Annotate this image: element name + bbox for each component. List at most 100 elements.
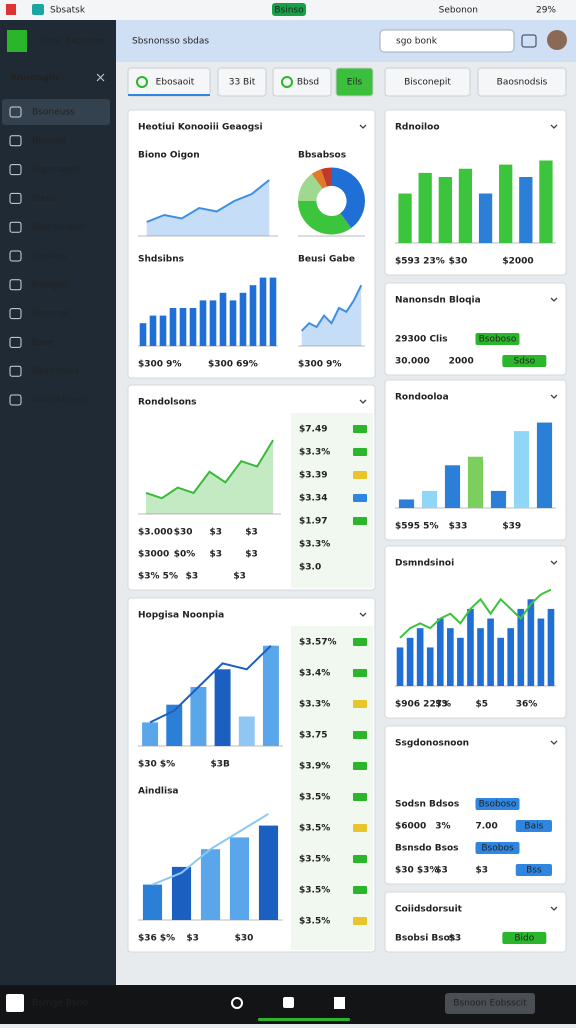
bar: [519, 177, 533, 243]
badge-label[interactable]: Bido: [514, 934, 534, 944]
nav-item[interactable]: Bsmgeit: [32, 280, 69, 290]
tab-label[interactable]: 33 Bit: [229, 78, 256, 88]
card-title: Coiidsdorsuit: [395, 905, 463, 915]
bar: [139, 323, 147, 346]
nav-item[interactable]: Bsoneuss: [32, 108, 75, 118]
label: $3.39: [299, 471, 327, 481]
nav-icon[interactable]: [9, 164, 22, 176]
bar: [426, 647, 434, 686]
badge-label[interactable]: Bsoboso: [479, 800, 517, 810]
badge[interactable]: [475, 842, 520, 854]
card: [384, 282, 567, 376]
tab-label[interactable]: Eils: [347, 78, 363, 88]
badge-label[interactable]: Bsobos: [481, 844, 514, 854]
chevron[interactable]: [359, 399, 367, 404]
bar: [421, 490, 438, 508]
badge[interactable]: [515, 820, 552, 832]
nav-icon[interactable]: [9, 250, 22, 262]
badge-label[interactable]: Sdso: [514, 357, 536, 367]
nav-item[interactable]: Sopnnepin: [32, 165, 80, 175]
label: $3000: [138, 550, 169, 560]
panel-label: Bbsabsos: [298, 151, 346, 161]
tab-label[interactable]: Bbsd: [297, 78, 319, 88]
label: Bsobsi Bsos: [395, 934, 455, 944]
label: $3: [245, 550, 258, 560]
nav-item[interactable]: Bhonos: [32, 136, 66, 146]
badge[interactable]: [475, 798, 520, 810]
label: $3: [435, 700, 448, 710]
button-label[interactable]: Bsnoon Eobsscit: [453, 999, 527, 1009]
nav-item[interactable]: Biena: [32, 194, 57, 204]
avatar[interactable]: [547, 30, 567, 50]
nav-icon[interactable]: [9, 192, 22, 204]
tab[interactable]: [217, 67, 267, 97]
nav-icon[interactable]: [9, 279, 22, 291]
nav-item[interactable]: Bsuichsois: [32, 367, 79, 377]
bar: [200, 849, 221, 920]
bottom-button[interactable]: [445, 993, 535, 1014]
nav-icon[interactable]: [9, 365, 22, 377]
badge-label[interactable]: Bss: [526, 866, 542, 876]
badge-label[interactable]: Bsoboso: [479, 335, 517, 345]
nav-icon[interactable]: [9, 221, 22, 233]
close-icon[interactable]: [96, 73, 105, 82]
tab[interactable]: [272, 67, 332, 97]
nav-item[interactable]: Sconnss: [32, 309, 69, 319]
chevron[interactable]: [550, 297, 558, 302]
nav-button[interactable]: [231, 997, 243, 1009]
nav-icon[interactable]: [9, 308, 22, 320]
label: $1.97: [299, 517, 327, 527]
label: $3.75: [299, 731, 327, 741]
bar: [259, 277, 267, 346]
panel-label: Shdsibns: [138, 255, 184, 265]
nav-item[interactable]: Baoe: [32, 338, 55, 348]
tab[interactable]: [477, 67, 567, 97]
label: $3.5%: [299, 855, 330, 865]
bar: [539, 160, 553, 243]
bar: [547, 608, 555, 686]
nav-button[interactable]: [283, 997, 294, 1008]
tab[interactable]: [384, 67, 471, 97]
pie-slice: [321, 167, 332, 187]
badge[interactable]: [502, 355, 547, 367]
nav-icon[interactable]: [9, 394, 22, 406]
nav-icon[interactable]: [9, 336, 22, 348]
bar: [478, 193, 493, 243]
badge[interactable]: [515, 864, 552, 876]
panel-label: Biono Oigon: [138, 151, 200, 161]
bar: [444, 465, 461, 508]
badge[interactable]: [475, 333, 520, 345]
label: 36%: [516, 700, 538, 710]
search-box[interactable]: [379, 29, 515, 53]
chevron[interactable]: [550, 394, 558, 399]
nav-item[interactable]: Nsnishbsnon: [32, 396, 89, 406]
badge[interactable]: [502, 932, 547, 944]
label: Bsnsdo Bsos: [395, 844, 459, 854]
badge-label[interactable]: Bais: [524, 822, 543, 832]
bar: [214, 669, 231, 746]
bar: [142, 884, 163, 920]
pie-slice: [298, 173, 323, 201]
tab-label[interactable]: Bisconepit: [404, 78, 451, 88]
chevron[interactable]: [550, 906, 558, 911]
chevron[interactable]: [550, 560, 558, 565]
label: $3.5%: [299, 917, 330, 927]
chevron[interactable]: [359, 124, 367, 129]
badge: [353, 855, 367, 863]
tab-label[interactable]: Baosnodsis: [497, 78, 548, 88]
nav-item[interactable]: Siusnss: [32, 252, 66, 262]
card-title: Heotiui Konooiii Geaogsi: [138, 123, 263, 133]
tab[interactable]: [335, 67, 374, 97]
nav-item[interactable]: Besnbsioler: [32, 223, 85, 233]
label: $300 9%: [138, 360, 181, 370]
tab-label[interactable]: Ebosaoit: [156, 78, 195, 88]
nav-button[interactable]: [334, 997, 345, 1009]
nav-icon[interactable]: [9, 106, 22, 118]
icon-button[interactable]: [521, 34, 537, 48]
chevron[interactable]: [550, 740, 558, 745]
chevron[interactable]: [359, 612, 367, 617]
bar: [398, 499, 415, 508]
nav-icon[interactable]: [9, 135, 22, 147]
chevron[interactable]: [550, 124, 558, 129]
